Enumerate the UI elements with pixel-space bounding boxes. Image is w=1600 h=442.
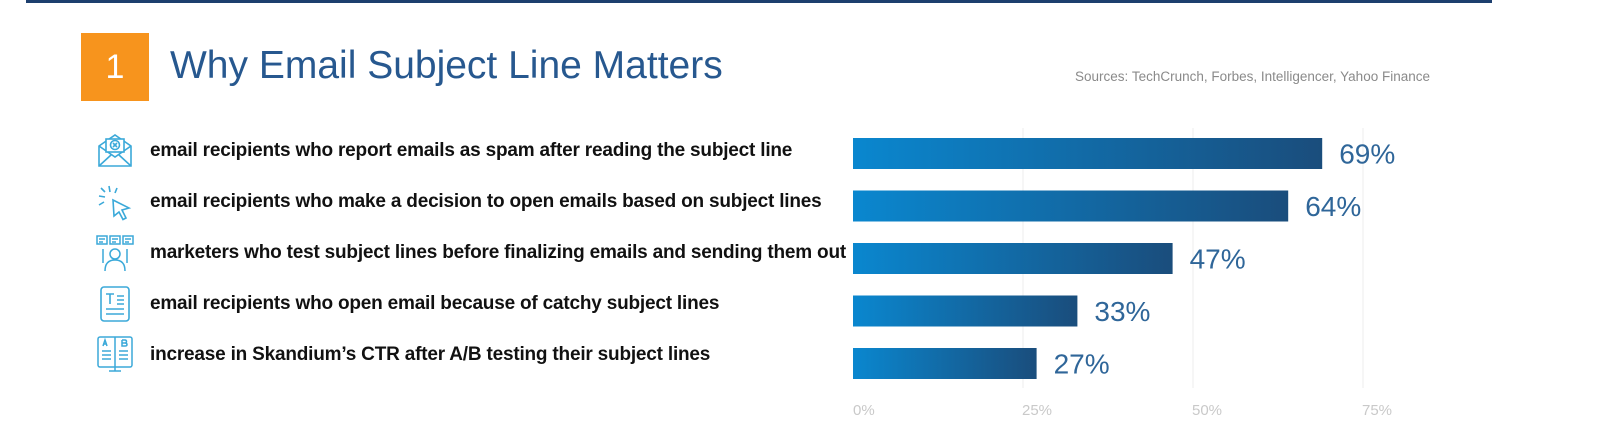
chart-value-labels: 69% 64% 47% 33% 27% [1054, 139, 1396, 380]
bar [853, 138, 1323, 169]
x-tick-label: 0% [853, 402, 875, 419]
x-tick-label: 50% [1192, 402, 1222, 419]
bar [853, 190, 1289, 222]
bar-value-label: 27% [1054, 349, 1110, 380]
bar [853, 348, 1037, 379]
marketer-testing-icon [95, 233, 135, 273]
chart-x-ticks: 0% 25% 50% 75% [853, 402, 1392, 419]
x-tick-label: 75% [1362, 402, 1392, 419]
bar-value-label: 64% [1305, 191, 1361, 222]
x-tick-label: 25% [1022, 402, 1052, 419]
top-rule [26, 0, 1492, 3]
row-label: marketers who test subject lines before … [150, 242, 847, 263]
section-number-badge: 1 [81, 33, 149, 101]
bar [853, 295, 1078, 327]
bar [853, 243, 1173, 274]
row-label: email recipients who report emails as sp… [150, 140, 793, 161]
row-label: email recipients who make a decision to … [150, 191, 822, 212]
bar-value-label: 69% [1339, 139, 1395, 170]
sources-note: Sources: TechCrunch, Forbes, Intelligenc… [1075, 69, 1430, 84]
document-text-icon [95, 284, 135, 324]
spam-envelope-icon [95, 130, 135, 170]
bar-value-label: 47% [1190, 244, 1246, 275]
page-title: Why Email Subject Line Matters [170, 44, 723, 87]
bar-value-label: 33% [1094, 296, 1150, 327]
row-label: increase in Skandium’s CTR after A/B tes… [150, 344, 711, 365]
row-label: email recipients who open email because … [150, 293, 720, 314]
cursor-click-icon [95, 182, 135, 222]
chart-bars [853, 138, 1323, 379]
ab-test-monitor-icon [95, 335, 135, 375]
